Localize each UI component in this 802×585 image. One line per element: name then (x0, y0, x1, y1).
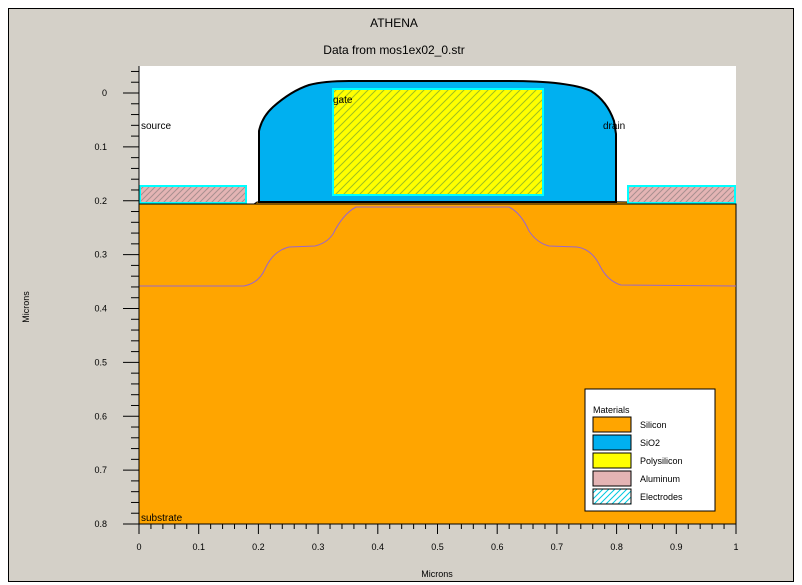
legend-label-polysilicon: Polysilicon (640, 456, 683, 466)
legend-swatch-aluminum (592, 470, 632, 487)
x-tick-label: 0.8 (610, 542, 623, 552)
x-tick-label: 0.4 (372, 542, 385, 552)
x-axis-ticks: 0 0.1 0.2 0.3 0.4 0.5 0.6 0.7 0.8 0.9 1 (136, 524, 739, 552)
x-tick-label: 0.7 (551, 542, 564, 552)
app-title: ATHENA (370, 16, 418, 30)
y-tick-label: 0.7 (94, 465, 107, 475)
plot-subtitle: Data from mos1ex02_0.str (323, 43, 464, 57)
drain-label: drain (603, 121, 625, 132)
y-tick-label: 0.2 (94, 196, 107, 206)
legend-swatch-electrodes (592, 488, 632, 505)
x-tick-label: 0 (136, 542, 141, 552)
legend-label-aluminum: Aluminum (640, 474, 680, 484)
y-tick-label: 0.8 (94, 519, 107, 529)
y-axis-label: Microns (21, 291, 31, 323)
plot-window: ATHENA Data from mos1ex02_0.str gate sou… (8, 8, 794, 582)
polysilicon-gate (332, 88, 544, 196)
legend-label-electrodes: Electrodes (640, 492, 683, 502)
junction-contour (139, 206, 737, 287)
y-tick-label: 0.3 (94, 250, 107, 260)
legend-label-silicon: Silicon (640, 420, 667, 430)
x-tick-label: 0.2 (252, 542, 265, 552)
y-axis-ticks: 0 0.1 0.2 0.3 0.4 0.5 0.6 0.7 0.8 (94, 70, 139, 529)
x-tick-label: 0.9 (670, 542, 683, 552)
x-axis-label: Microns (421, 569, 453, 579)
legend-label-sio2: SiO2 (640, 438, 660, 448)
substrate-label: substrate (141, 513, 183, 524)
y-tick-label: 0.6 (94, 411, 107, 421)
legend-swatch-polysilicon (592, 452, 632, 469)
x-tick-label: 1 (733, 542, 738, 552)
x-tick-label: 0.3 (312, 542, 325, 552)
y-tick-label: 0 (102, 88, 107, 98)
materials-legend: Materials Silicon SiO2 Polysilicon Alumi… (584, 388, 716, 512)
structure-plot: ATHENA Data from mos1ex02_0.str gate sou… (21, 16, 739, 579)
y-tick-label: 0.5 (94, 357, 107, 367)
legend-swatch-silicon (592, 416, 632, 433)
aluminum-source-contact (139, 185, 247, 204)
gate-label: gate (333, 95, 353, 106)
x-tick-label: 0.5 (431, 542, 444, 552)
x-tick-label: 0.1 (192, 542, 205, 552)
x-tick-label: 0.6 (491, 542, 504, 552)
y-tick-label: 0.1 (94, 142, 107, 152)
source-label: source (141, 121, 171, 132)
y-tick-label: 0.4 (94, 304, 107, 314)
aluminum-drain-contact (627, 185, 736, 204)
legend-swatch-sio2 (592, 434, 632, 451)
legend-title: Materials (593, 405, 630, 415)
